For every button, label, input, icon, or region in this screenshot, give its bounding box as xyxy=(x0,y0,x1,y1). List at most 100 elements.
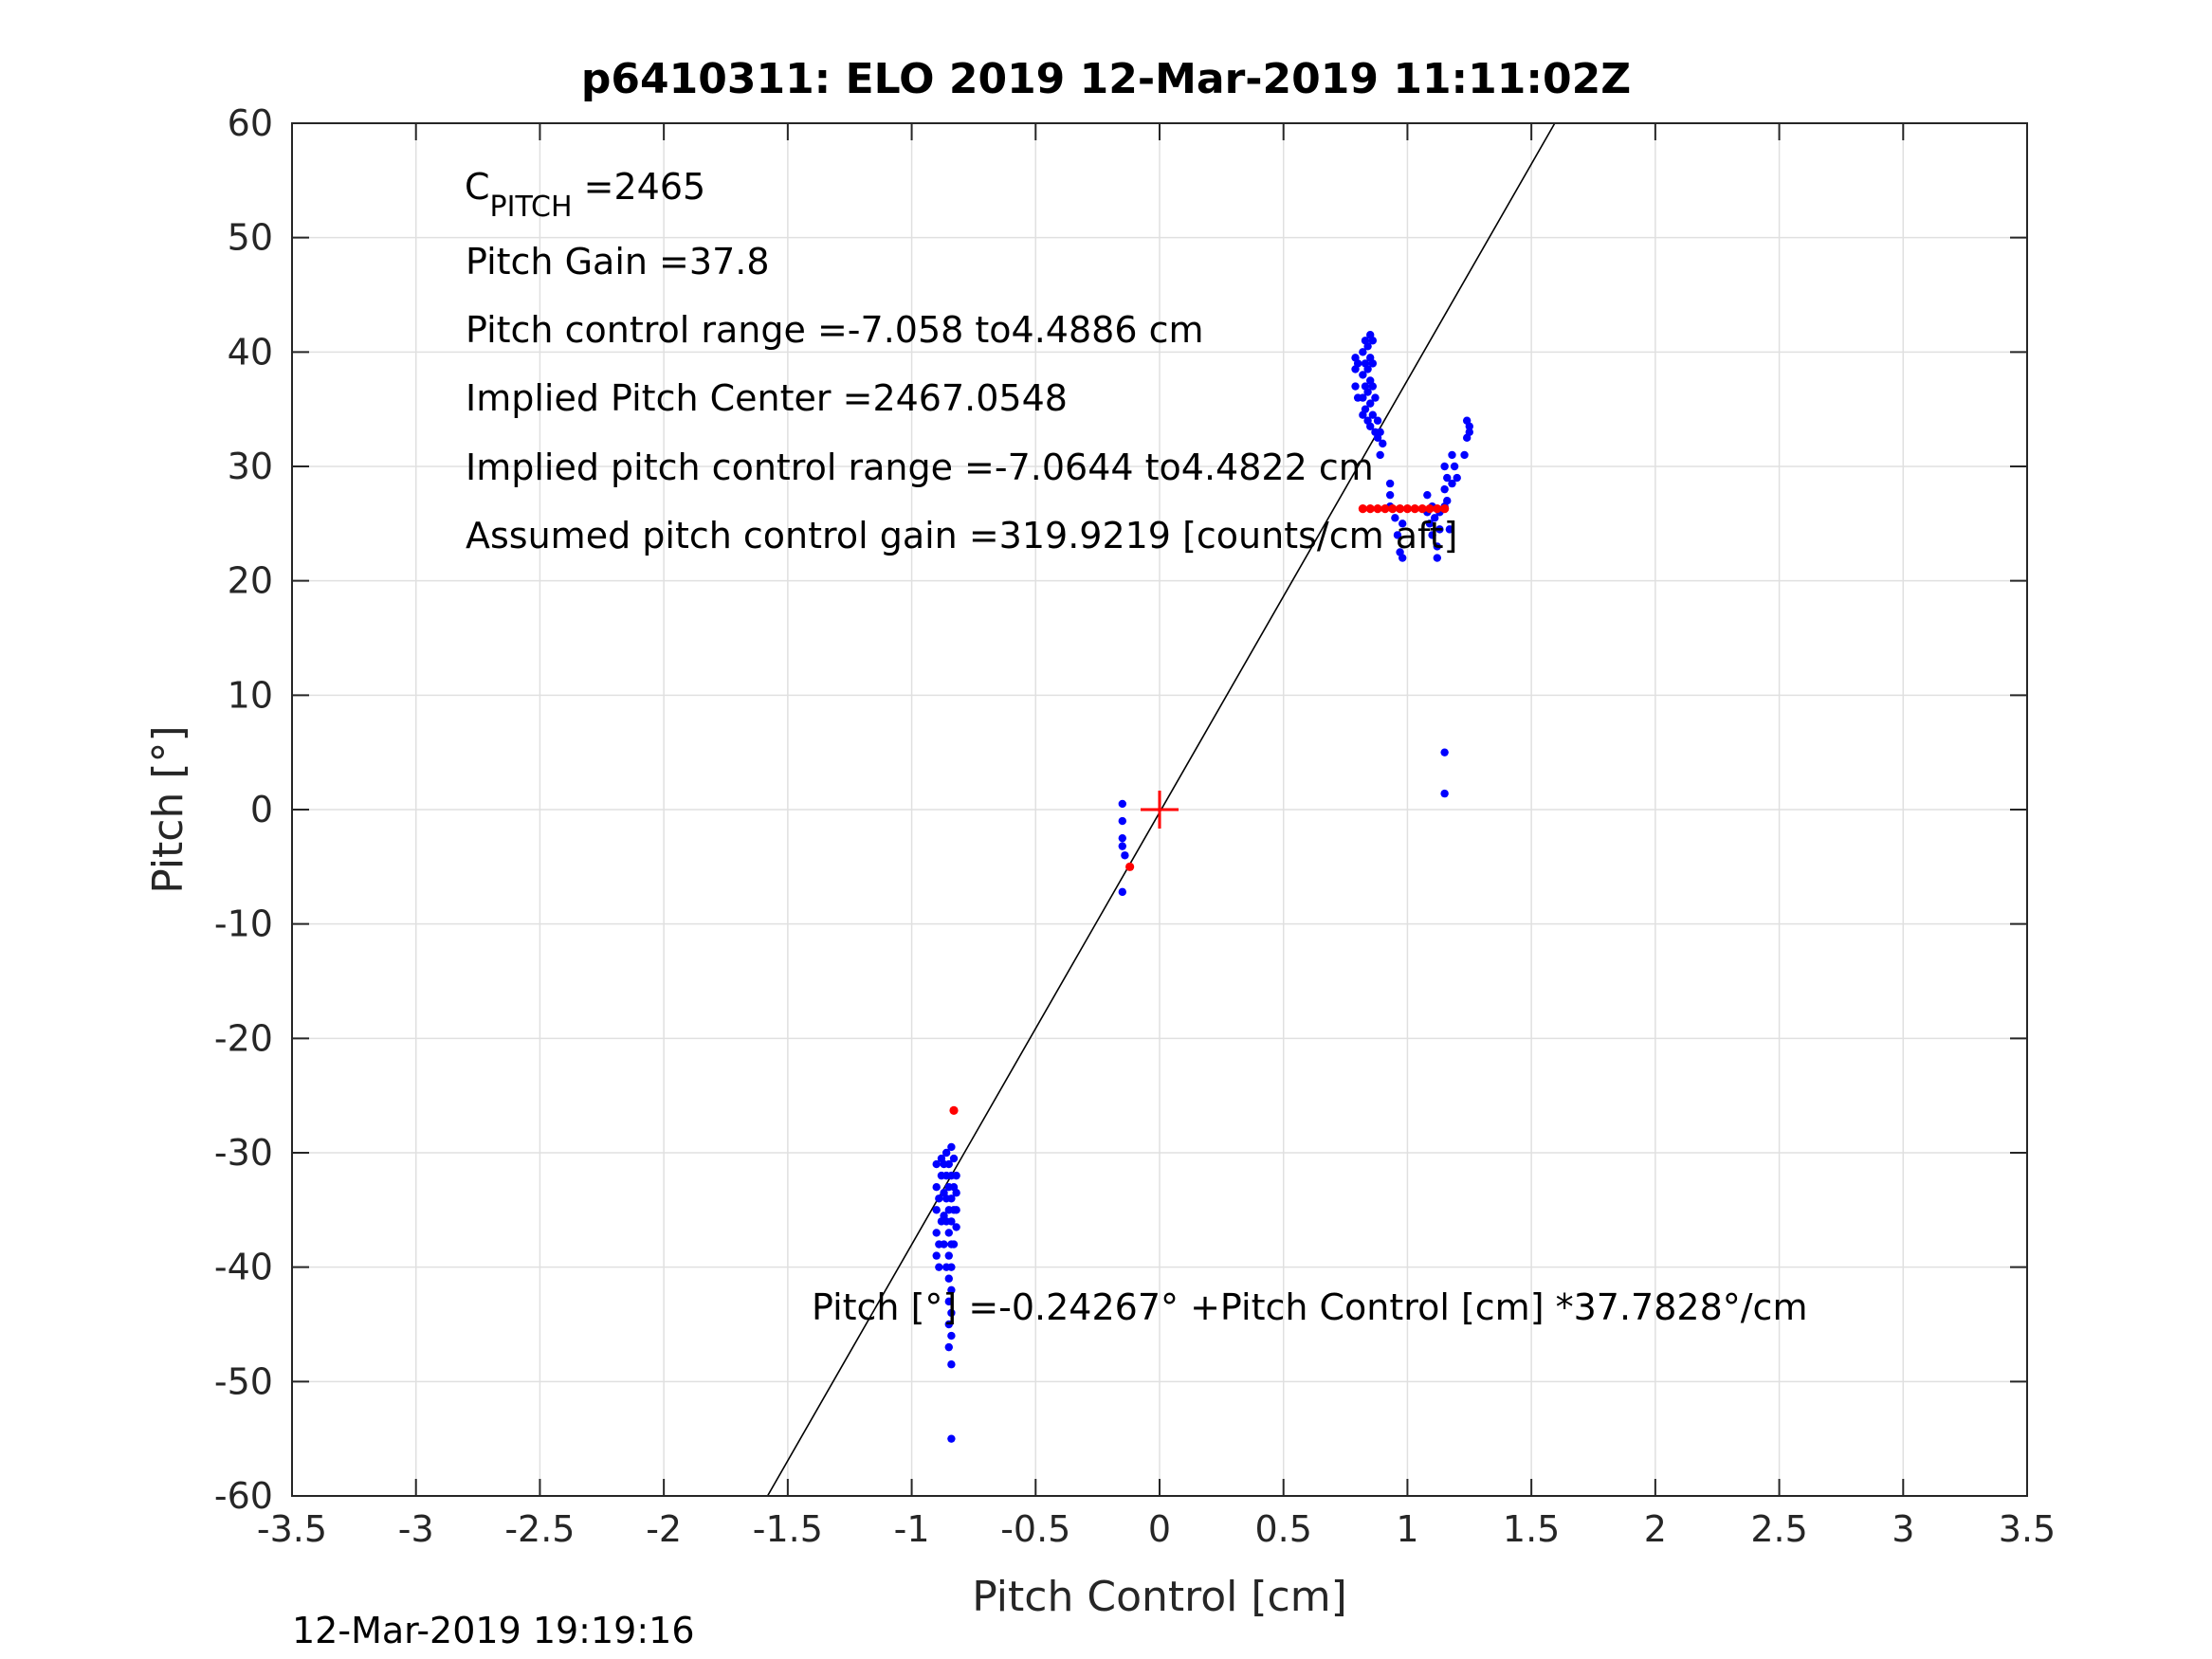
c-pitch-main: C xyxy=(465,166,490,208)
control-range-annotation: Pitch control range =-7.058 to4.4886 cm xyxy=(466,309,1203,351)
red-data-point xyxy=(1380,504,1390,514)
blue-data-point xyxy=(932,1159,941,1169)
blue-data-point xyxy=(1448,450,1456,460)
blue-data-point xyxy=(947,1142,956,1152)
x-tick-label: 1.5 xyxy=(1503,1508,1560,1550)
blue-data-point xyxy=(1368,359,1378,368)
y-tick-label: -40 xyxy=(214,1247,273,1288)
blue-data-point xyxy=(947,1217,956,1226)
blue-data-point xyxy=(1351,382,1360,391)
red-data-point xyxy=(1410,504,1419,514)
x-tick-labels: -3.5 -3 -2.5 -2 -1.5 -1 -0.5 0 0.5 1 1.5 2 2.5 3 3.5 xyxy=(257,1508,2056,1550)
c-pitch-value: =2465 xyxy=(573,166,706,208)
blue-data-point xyxy=(1443,473,1452,483)
implied-center-annotation: Implied Pitch Center =2467.0548 xyxy=(466,377,1068,419)
blue-data-point xyxy=(1423,490,1432,500)
x-tick-label: -1.5 xyxy=(753,1508,823,1550)
y-axis-label: Pitch [°] xyxy=(144,725,192,893)
y-tick-label: -60 xyxy=(214,1475,273,1517)
blue-data-point xyxy=(1440,462,1449,471)
blue-data-point xyxy=(1433,542,1442,551)
blue-data-point xyxy=(944,1274,953,1283)
blue-data-point xyxy=(947,1331,956,1340)
blue-data-point xyxy=(1363,388,1372,396)
blue-data-point xyxy=(932,1206,941,1214)
blue-data-point xyxy=(1359,348,1367,356)
blue-data-point xyxy=(1368,337,1378,345)
x-tick-label: 2.5 xyxy=(1750,1508,1807,1550)
blue-data-point xyxy=(1385,490,1395,500)
x-tick-label: 0 xyxy=(1148,1508,1171,1550)
blue-data-point xyxy=(947,1308,956,1318)
blue-data-point xyxy=(944,1159,953,1169)
blue-data-point xyxy=(1391,514,1399,522)
x-tick-label: 3 xyxy=(1892,1508,1914,1550)
timestamp-footer: 12-Mar-2019 19:19:16 xyxy=(292,1610,695,1651)
x-tick-label: -2.5 xyxy=(504,1508,575,1550)
blue-data-point xyxy=(1359,371,1367,379)
blue-data-point xyxy=(1440,748,1449,757)
blue-data-point xyxy=(944,1251,953,1260)
blue-data-point xyxy=(947,1194,956,1203)
blue-data-point xyxy=(944,1297,953,1306)
red-data-point xyxy=(949,1105,959,1115)
y-tick-label: -10 xyxy=(214,903,273,945)
y-tick-label: 0 xyxy=(250,789,273,830)
red-data-point xyxy=(1125,862,1135,871)
c-pitch-subscript: PITCH xyxy=(490,191,573,224)
blue-data-point xyxy=(944,1229,953,1237)
blue-data-point xyxy=(940,1240,948,1249)
chart-title: p6410311: ELO 2019 12-Mar-2019 11:11:02Z xyxy=(580,55,1632,103)
red-data-point xyxy=(1365,504,1375,514)
blue-data-point xyxy=(947,1434,956,1443)
blue-data-point xyxy=(1368,410,1378,419)
blue-data-point xyxy=(949,1154,959,1163)
y-tick-label: -50 xyxy=(214,1360,273,1402)
blue-data-point xyxy=(1363,365,1372,374)
y-tick-label: 60 xyxy=(228,102,273,144)
red-data-point xyxy=(1433,504,1442,514)
blue-data-point xyxy=(1440,789,1449,798)
blue-data-point xyxy=(1448,479,1456,488)
blue-data-point xyxy=(947,1263,956,1271)
blue-data-point xyxy=(944,1342,953,1352)
x-tick-label: -1 xyxy=(894,1508,930,1550)
blue-data-point xyxy=(1121,851,1129,860)
y-tick-labels: -60 -50 -40 -30 -20 -10 0 10 20 30 40 50 60 xyxy=(214,102,273,1517)
red-data-point xyxy=(1395,504,1405,514)
blue-data-point xyxy=(1376,450,1384,460)
blue-data-point xyxy=(944,1320,953,1329)
assumed-gain-annotation: Assumed pitch control gain =319.9219 [co… xyxy=(466,515,1457,556)
blue-data-point xyxy=(1398,520,1407,528)
blue-data-point xyxy=(952,1171,960,1180)
y-tick-label: 10 xyxy=(228,674,273,716)
x-tick-label: 1 xyxy=(1396,1508,1418,1550)
blue-data-point xyxy=(1445,525,1454,534)
blue-data-point xyxy=(1379,439,1387,448)
blue-data-point xyxy=(952,1206,960,1214)
red-data-point xyxy=(1425,504,1435,514)
blue-data-point xyxy=(1373,416,1382,425)
blue-data-point xyxy=(1118,887,1126,897)
blue-data-point xyxy=(1366,399,1375,408)
blue-data-point xyxy=(1118,816,1126,826)
blue-data-point xyxy=(952,1223,960,1231)
x-tick-label: 2 xyxy=(1644,1508,1667,1550)
blue-data-point xyxy=(1376,428,1384,436)
blue-data-point xyxy=(1435,525,1444,534)
blue-data-point xyxy=(1371,393,1380,402)
blue-data-point xyxy=(1425,520,1435,528)
blue-data-point xyxy=(1363,342,1372,351)
blue-data-point xyxy=(947,1285,956,1295)
blue-data-point xyxy=(1361,405,1370,413)
blue-data-point xyxy=(1368,382,1378,391)
blue-data-point xyxy=(1465,422,1473,430)
blue-data-point xyxy=(1440,484,1449,494)
blue-data-point xyxy=(1385,479,1395,488)
red-data-point xyxy=(1373,504,1382,514)
annotations: CPITCH =2465 Pitch Gain =37.8 Pitch cont… xyxy=(465,166,1807,1328)
blue-data-point xyxy=(1428,531,1436,539)
fit-equation-annotation: Pitch [°] =-0.24267° +Pitch Control [cm]… xyxy=(812,1286,1807,1328)
blue-data-point xyxy=(1453,473,1461,483)
implied-range-annotation: Implied pitch control range =-7.0644 to4… xyxy=(466,447,1374,488)
